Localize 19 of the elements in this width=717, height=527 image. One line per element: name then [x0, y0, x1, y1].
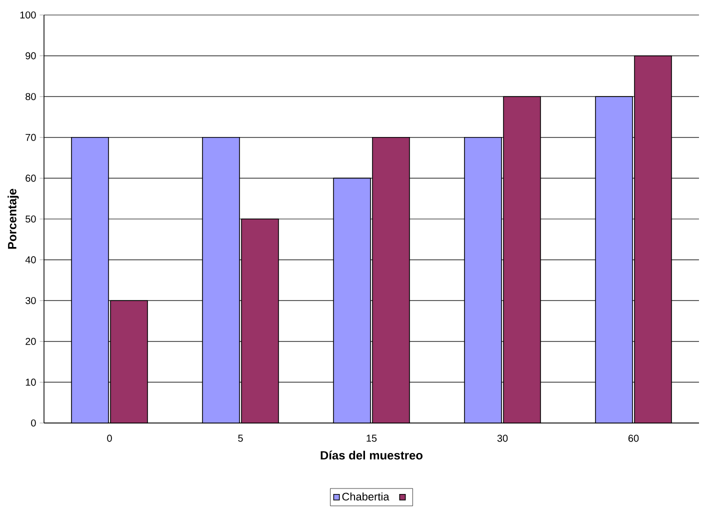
y-tick-label: 20 [26, 338, 36, 345]
y-tick-label: 10 [26, 378, 36, 386]
y-tick-label: 80 [26, 93, 36, 100]
y-tick-label: 90 [26, 52, 36, 60]
x-tick-label: 0 [107, 434, 112, 442]
y-tick-label: 30 [26, 297, 36, 304]
y-axis-title: Porcentaje [8, 188, 19, 249]
y-tick-label: 40 [25, 256, 36, 264]
y-tick-label: 0 [31, 419, 36, 427]
y-tick-label: 60 [26, 174, 36, 182]
y-tick-label: 70 [26, 134, 36, 141]
x-tick-label: 15 [366, 434, 377, 442]
x-tick-label: 60 [628, 434, 639, 442]
x-tick-label: 30 [497, 434, 508, 442]
legend-label: Chabertia [342, 492, 390, 501]
y-tick-label: 100 [20, 11, 36, 19]
x-axis-title: Días del muestreo [320, 450, 423, 460]
y-tick-label: 50 [26, 215, 36, 223]
x-tick-label: 5 [238, 434, 243, 442]
